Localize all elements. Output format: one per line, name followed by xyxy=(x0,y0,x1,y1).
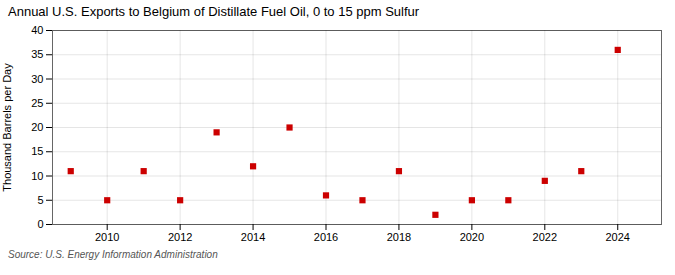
svg-text:30: 30 xyxy=(31,73,43,85)
svg-text:15: 15 xyxy=(31,145,43,157)
svg-text:Thousand Barrels per Day: Thousand Barrels per Day xyxy=(1,63,13,192)
svg-text:2024: 2024 xyxy=(605,231,629,243)
svg-text:2010: 2010 xyxy=(95,231,119,243)
svg-text:25: 25 xyxy=(31,97,43,109)
svg-text:5: 5 xyxy=(37,194,43,206)
svg-text:10: 10 xyxy=(31,170,43,182)
svg-text:2012: 2012 xyxy=(168,231,192,243)
svg-text:20: 20 xyxy=(31,121,43,133)
svg-text:40: 40 xyxy=(31,24,43,36)
html-text:Source: U.S. Energy Informatio: Source: U.S. Energy Information Administ… xyxy=(8,249,218,260)
svg-text:2020: 2020 xyxy=(460,231,484,243)
svg-text:2018: 2018 xyxy=(387,231,411,243)
svg-text:2022: 2022 xyxy=(533,231,557,243)
html-text:Annual U.S. Exports to Belgium: Annual U.S. Exports to Belgium of Distil… xyxy=(8,4,420,19)
svg-text:0: 0 xyxy=(37,218,43,230)
svg-text:2016: 2016 xyxy=(314,231,338,243)
svg-text:35: 35 xyxy=(31,48,43,60)
svg-text:2014: 2014 xyxy=(241,231,265,243)
